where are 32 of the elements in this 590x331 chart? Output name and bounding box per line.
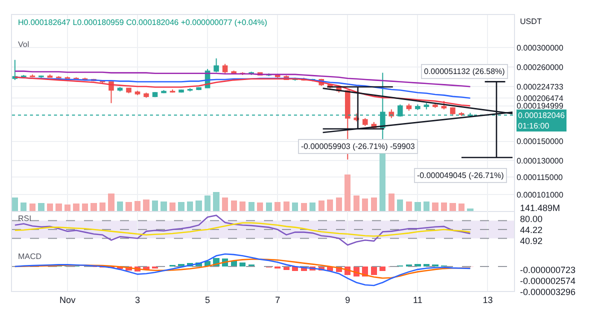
y-tick-label: 0.000150000 [516, 137, 564, 146]
text: 80.00 [520, 214, 543, 224]
y-tick-label: 0.000260000 [516, 62, 564, 72]
text: -0.000002574 [520, 276, 576, 286]
x-tick-label: 13 [482, 294, 493, 305]
x-tick-label: 9 [345, 294, 350, 305]
y-tick-label: 0.000130000 [516, 156, 564, 166]
text: -0.000003296 [520, 287, 576, 297]
x-tick-label: 7 [275, 294, 280, 305]
y-tick-label: 0.000115000 [516, 172, 564, 182]
text: -0.000000723 [520, 265, 576, 275]
y-tick-label: 0.000224733 [516, 82, 564, 92]
ref-line-label: 0.000182046 01:16:00 [518, 111, 566, 130]
y-tick-label: 0.000300000 [516, 43, 564, 52]
text: 40.92 [520, 236, 543, 246]
y-tick-label: 0.000206474 [516, 94, 564, 103]
chart-title: RSI [18, 214, 32, 223]
text: 141.489M [520, 203, 560, 213]
chart-title: MACD [18, 252, 42, 261]
chart-title: Vol [18, 40, 30, 49]
x-tick-label: 11 [413, 294, 422, 305]
y-tick-label: 0.000101000 [516, 190, 564, 200]
annotation: H0.000182647 L0.000180959 C0.000182046 +0.000000077 (+0.04%) [18, 18, 268, 27]
text: -0.000059903 (-26.71%) -59903 [301, 142, 416, 151]
text: 44.22 [520, 225, 543, 235]
x-tick-label: Nov [59, 294, 76, 305]
y-axis-title: USDT [520, 17, 542, 26]
series-label: 0.000051132 (26.58%) [424, 67, 506, 76]
x-tick-label: 3 [134, 294, 140, 305]
x-tick-label: 5 [205, 294, 210, 305]
y-tick-label: 0.000194999 [516, 102, 564, 111]
series-label: -0.000049045 (-26.71%) [417, 171, 504, 180]
